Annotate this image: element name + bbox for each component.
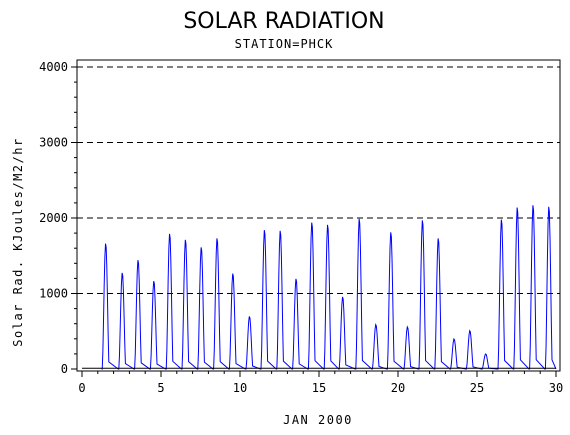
plot-frame [76,59,561,372]
y-tick-label: 3000 [39,136,68,150]
chart-title: SOLAR RADIATION [183,9,384,34]
axes: 0 1000 2000 3000 4000 0 5 10 15 20 25 30 [39,60,563,395]
series-layer [82,205,557,370]
x-axis-label: JAN 2000 [283,413,353,427]
x-tick-label: 20 [391,381,405,395]
series-line-blue [101,205,557,370]
y-tick-label: 1000 [39,287,68,301]
x-tick-label: 25 [470,381,484,395]
y-tick-label: 0 [61,362,68,376]
x-tick-label: 0 [78,381,85,395]
x-tick-label: 15 [312,381,326,395]
y-tick-label: 4000 [39,60,68,74]
x-tick-label: 10 [233,381,247,395]
y-tick-label: 2000 [39,211,68,225]
chart-subtitle: STATION=PHCK [235,37,334,51]
grid-lines [77,66,560,294]
x-tick-label: 5 [157,381,164,395]
y-axis-label: Solar Rad. KJoules/M2/hr [11,137,25,346]
x-tick-label: 30 [549,381,563,395]
